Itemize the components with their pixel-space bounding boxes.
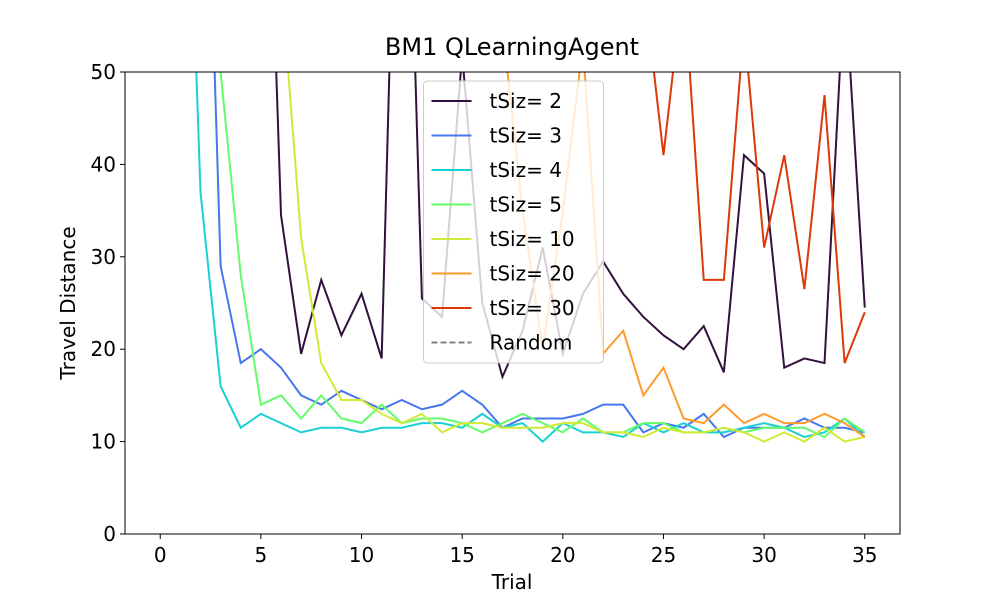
y-tick-label: 0 (103, 522, 116, 546)
legend-label: tSiz= 20 (490, 262, 575, 286)
y-tick-label: 30 (91, 245, 116, 269)
chart-title: BM1 QLearningAgent (385, 33, 639, 61)
legend-label: tSiz= 2 (490, 89, 562, 113)
legend-label: tSiz= 5 (490, 193, 562, 217)
legend-box (423, 80, 604, 364)
legend-label: tSiz= 30 (490, 296, 575, 320)
legend-label: tSiz= 4 (490, 158, 562, 182)
x-tick-label: 20 (550, 543, 575, 567)
x-tick-label: 5 (255, 543, 268, 567)
y-axis-label: Travel Distance (56, 226, 80, 380)
plot-lines (195, 72, 866, 443)
legend-label: tSiz= 10 (490, 227, 575, 251)
x-tick-label: 25 (651, 543, 676, 567)
x-tick-label: 0 (154, 543, 167, 567)
line-series (195, 72, 866, 443)
line-series (287, 72, 865, 443)
y-tick-label: 20 (91, 337, 116, 361)
x-tick-label: 30 (751, 543, 776, 567)
plot-frame (124, 71, 901, 535)
y-tick-label: 40 (91, 152, 116, 176)
y-tick-label: 50 (91, 60, 116, 84)
x-tick-label: 15 (449, 543, 474, 567)
y-tick-label: 10 (91, 430, 116, 454)
line-series (219, 72, 866, 439)
legend-label: tSiz= 3 (490, 124, 562, 148)
x-axis-label: Trial (491, 570, 533, 594)
x-tick-label: 10 (349, 543, 374, 567)
x-tick-label: 35 (852, 543, 877, 567)
legend-label: Random (490, 331, 573, 355)
